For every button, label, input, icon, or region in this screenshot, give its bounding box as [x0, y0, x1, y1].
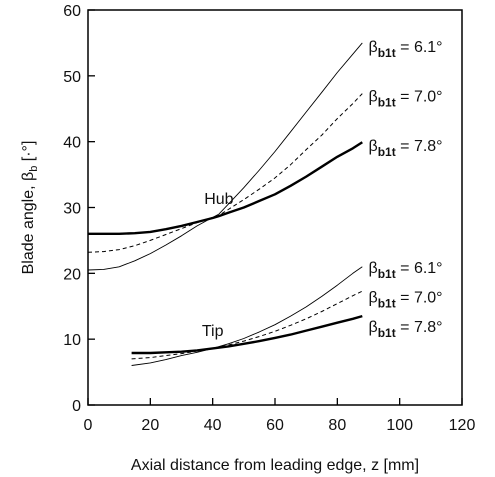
y-tick-label: 40 — [63, 135, 81, 152]
x-tick-label: 100 — [386, 417, 413, 434]
curve-label: βb1t = 7.0° — [369, 289, 443, 310]
curve-label-value: = 7.0° — [396, 89, 443, 106]
y-axis-title: Blade angle, βb [·°] — [20, 141, 40, 275]
series-line-tip-dashed — [131, 290, 363, 360]
y-tick-label: 60 — [63, 3, 81, 20]
y-tick-label: 0 — [72, 398, 81, 415]
curve-label-value: = 7.0° — [396, 289, 443, 306]
curve-label: βb1t = 7.8° — [369, 138, 443, 159]
annotation-tip: Tip — [202, 323, 224, 340]
series-line-hub-dashed — [87, 93, 363, 253]
curve-label-value: = 7.8° — [396, 138, 443, 155]
curve-label: βb1t = 7.8° — [369, 319, 443, 340]
curves-layer — [87, 42, 363, 366]
curve-label-value: = 6.1° — [396, 39, 443, 56]
curve-label-symbol: β — [369, 289, 378, 306]
curve-label: βb1t = 7.0° — [369, 89, 443, 110]
curve-label-symbol: β — [369, 138, 378, 155]
series-line-hub-thin — [87, 42, 363, 271]
curve-label-symbol: β — [369, 319, 378, 336]
curve-label-subscript: b1t — [378, 267, 396, 281]
curve-label-value: = 6.1° — [396, 260, 443, 277]
curve-label: βb1t = 6.1° — [369, 39, 443, 60]
y-tick-label: 30 — [63, 201, 81, 218]
series-line-hub-thick — [88, 141, 363, 236]
curve-label: βb1t = 6.1° — [369, 260, 443, 281]
y-axis-title-sub: b — [28, 166, 40, 172]
series-line-tip-thick — [131, 314, 363, 355]
curve-label-symbol: β — [369, 89, 378, 106]
y-tick-label: 50 — [63, 69, 81, 86]
curve-label-value: = 7.8° — [396, 319, 443, 336]
curve-label-subscript: b1t — [378, 296, 396, 310]
y-tick-label: 20 — [63, 266, 81, 283]
curve-label-subscript: b1t — [378, 145, 396, 159]
y-tick-label: 10 — [63, 332, 81, 349]
x-tick-label: 20 — [141, 417, 159, 434]
x-tick-label: 60 — [266, 417, 284, 434]
x-tick-label: 80 — [328, 417, 346, 434]
curve-label-symbol: β — [369, 39, 378, 56]
y-axis-title-main: Blade angle, β — [20, 172, 37, 275]
y-axis-title-unit: [·°] — [20, 141, 37, 166]
x-tick-label: 120 — [449, 417, 476, 434]
axis-ticks: 0 20 40 60 80 100 120 0 10 20 30 40 50 60 — [63, 3, 475, 434]
curve-label-symbol: β — [369, 260, 378, 277]
plot-frame — [87, 9, 463, 406]
x-tick-label: 40 — [204, 417, 222, 434]
annotation-hub: Hub — [204, 191, 233, 208]
curve-label-subscript: b1t — [378, 46, 396, 60]
curve-label-subscript: b1t — [378, 96, 396, 110]
curve-label-subscript: b1t — [378, 326, 396, 340]
x-axis-title: Axial distance from leading edge, z [mm] — [131, 457, 419, 474]
series-line-tip-thin — [131, 266, 363, 366]
x-tick-label: 0 — [84, 417, 93, 434]
